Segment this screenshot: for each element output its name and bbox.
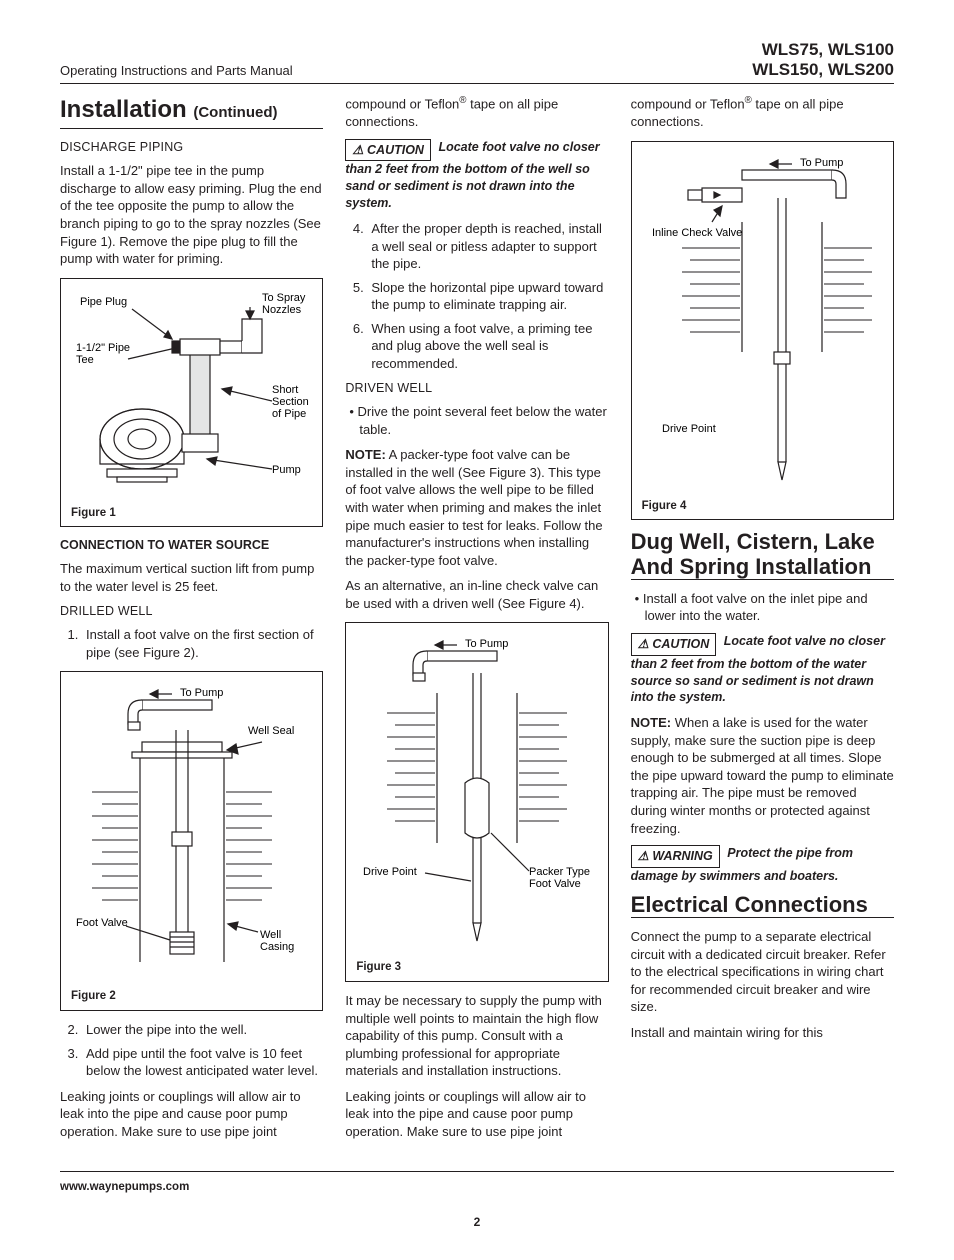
electrical-body-2: Install and maintain wiring for this <box>631 1024 894 1042</box>
driven-well-head: DRIVEN WELL <box>345 380 608 397</box>
model-line-2: WLS150, WLS200 <box>752 60 894 80</box>
note-body-1: A packer-type foot valve can be installe… <box>345 447 602 567</box>
installation-continued: (Continued) <box>193 104 277 121</box>
drilled-well-list-a: Install a foot valve on the first sectio… <box>60 626 323 661</box>
figure-3-caption: Figure 3 <box>356 961 597 975</box>
drilled-step-2: Lower the pipe into the well. <box>82 1021 323 1039</box>
fig3-packer-b: Foot Valve <box>529 878 581 890</box>
note-label-2: NOTE: <box>631 715 671 730</box>
page-header: Operating Instructions and Parts Manual … <box>60 40 894 84</box>
fig1-tee-b: Tee <box>76 354 94 366</box>
dug-well-title: Dug Well, Cistern, Lake And Spring Insta… <box>631 530 894 578</box>
driven-well-list: Drive the point several feet below the w… <box>345 403 608 438</box>
electrical-title: Electrical Connections <box>631 893 894 917</box>
drilled-well-list-b: Lower the pipe into the well. Add pipe u… <box>60 1021 323 1080</box>
fig2-to-pump: To Pump <box>180 687 223 699</box>
figure-3-svg: To Pump Drive Point Packer Type Foot Val… <box>357 633 597 953</box>
dug-well-rule <box>631 579 894 580</box>
figure-3: To Pump Drive Point Packer Type Foot Val… <box>345 622 608 982</box>
fig1-to-spray: To Spray <box>262 292 306 304</box>
drilled-step-1: Install a foot valve on the first sectio… <box>82 626 323 661</box>
reg-mark-2: ® <box>745 95 752 106</box>
fig4-drive-point: Drive Point <box>662 423 716 435</box>
figure-1-caption: Figure 1 <box>71 507 312 521</box>
fig1-pipe-plug: Pipe Plug <box>80 296 127 308</box>
warning-body: swimmers and boaters. <box>699 869 838 883</box>
installation-title: Installation (Continued) <box>60 94 323 126</box>
multi-points-para: It may be necessary to supply the pump w… <box>345 992 608 1080</box>
dug-well-title-b: And Spring Installation <box>631 554 872 579</box>
fig2-well-casing-a: Well <box>260 929 281 941</box>
figure-2-svg: To Pump Well Seal Foot Valve Well Casing <box>72 682 312 982</box>
connection-head: CONNECTION TO WATER SOURCE <box>60 537 323 554</box>
drilled-step-5: Slope the horizontal pipe upward toward … <box>367 279 608 314</box>
fig2-well-seal: Well Seal <box>248 725 294 737</box>
fig2-well-casing-b: Casing <box>260 941 294 953</box>
drilled-step-4: After the proper depth is reached, insta… <box>367 220 608 273</box>
warning-block: ⚠ WARNING Protect the pipe from damage b… <box>631 845 894 885</box>
dug-well-title-a: Dug Well, Cistern, Lake <box>631 529 875 554</box>
driven-bullet: Drive the point several feet below the w… <box>359 403 608 438</box>
header-left: Operating Instructions and Parts Manual <box>60 62 293 80</box>
caution-label-1: ⚠ CAUTION <box>345 139 431 162</box>
connection-body: The maximum vertical suction lift from p… <box>60 560 323 595</box>
installation-title-text: Installation <box>60 96 187 123</box>
caution-block-2: ⚠ CAUTION Locate foot valve no closer th… <box>631 633 894 707</box>
figure-1: Pipe Plug To Spray Nozzles 1-1/2" Pipe T… <box>60 278 323 528</box>
page-number: 2 <box>60 1214 894 1230</box>
lake-note: NOTE: When a lake is used for the water … <box>631 714 894 837</box>
caution-block-1: ⚠ CAUTION Locate foot valve no closer th… <box>345 139 608 213</box>
drilled-well-list-c: After the proper depth is reached, insta… <box>345 220 608 372</box>
note-body-2: When a lake is used for the water supply… <box>631 715 894 835</box>
fig1-of-pipe: of Pipe <box>272 408 306 420</box>
fig4-to-pump: To Pump <box>800 157 843 169</box>
figure-4-caption: Figure 4 <box>642 500 883 514</box>
fig1-nozzles: Nozzles <box>262 304 302 316</box>
figure-4: To Pump Inline Check Valve Drive Point F… <box>631 141 894 521</box>
drilled-well-head: DRILLED WELL <box>60 603 323 620</box>
fig3-packer-a: Packer Type <box>529 866 590 878</box>
model-line-1: WLS75, WLS100 <box>752 40 894 60</box>
dug-well-list: Install a foot valve on the inlet pipe a… <box>631 590 894 625</box>
body-columns: Installation (Continued) DISCHARGE PIPIN… <box>60 94 894 1159</box>
figure-4-svg: To Pump Inline Check Valve Drive Point <box>642 152 882 492</box>
fig1-section: Section <box>272 396 309 408</box>
figure-2: To Pump Well Seal Foot Valve Well Casing… <box>60 671 323 1011</box>
discharge-piping-body: Install a 1-1/2" pipe tee in the pump di… <box>60 162 323 267</box>
caution-label-2: ⚠ CAUTION <box>631 633 717 656</box>
fig3-to-pump: To Pump <box>465 638 508 650</box>
page-footer: www.waynepumps.com <box>60 1171 894 1196</box>
fig2-foot-valve: Foot Valve <box>76 917 128 929</box>
figure-2-caption: Figure 2 <box>71 990 312 1004</box>
fig1-pump: Pump <box>272 464 301 476</box>
discharge-piping-head: DISCHARGE PIPING <box>60 139 323 156</box>
alternative-para: As an alternative, an in-line check valv… <box>345 577 608 612</box>
fig1-tee-a: 1-1/2" Pipe <box>76 342 130 354</box>
figure-1-svg: Pipe Plug To Spray Nozzles 1-1/2" Pipe T… <box>72 289 312 499</box>
electrical-rule <box>631 917 894 918</box>
warning-label: ⚠ WARNING <box>631 845 720 868</box>
fig1-short: Short <box>272 384 298 396</box>
fig3-drive-point: Drive Point <box>363 866 417 878</box>
electrical-body-1: Connect the pump to a separate electrica… <box>631 928 894 1016</box>
dug-well-bullet: Install a foot valve on the inlet pipe a… <box>645 590 894 625</box>
header-right: WLS75, WLS100 WLS150, WLS200 <box>752 40 894 79</box>
fig4-inline-check: Inline Check Valve <box>652 227 742 239</box>
footer-url: www.waynepumps.com <box>60 1181 189 1193</box>
note-label-1: NOTE: <box>345 447 385 462</box>
drilled-step-6: When using a foot valve, a priming tee a… <box>367 320 608 373</box>
packer-note: NOTE: A packer-type foot valve can be in… <box>345 446 608 569</box>
drilled-step-3: Add pipe until the foot valve is 10 feet… <box>82 1045 323 1080</box>
title-rule <box>60 128 323 129</box>
